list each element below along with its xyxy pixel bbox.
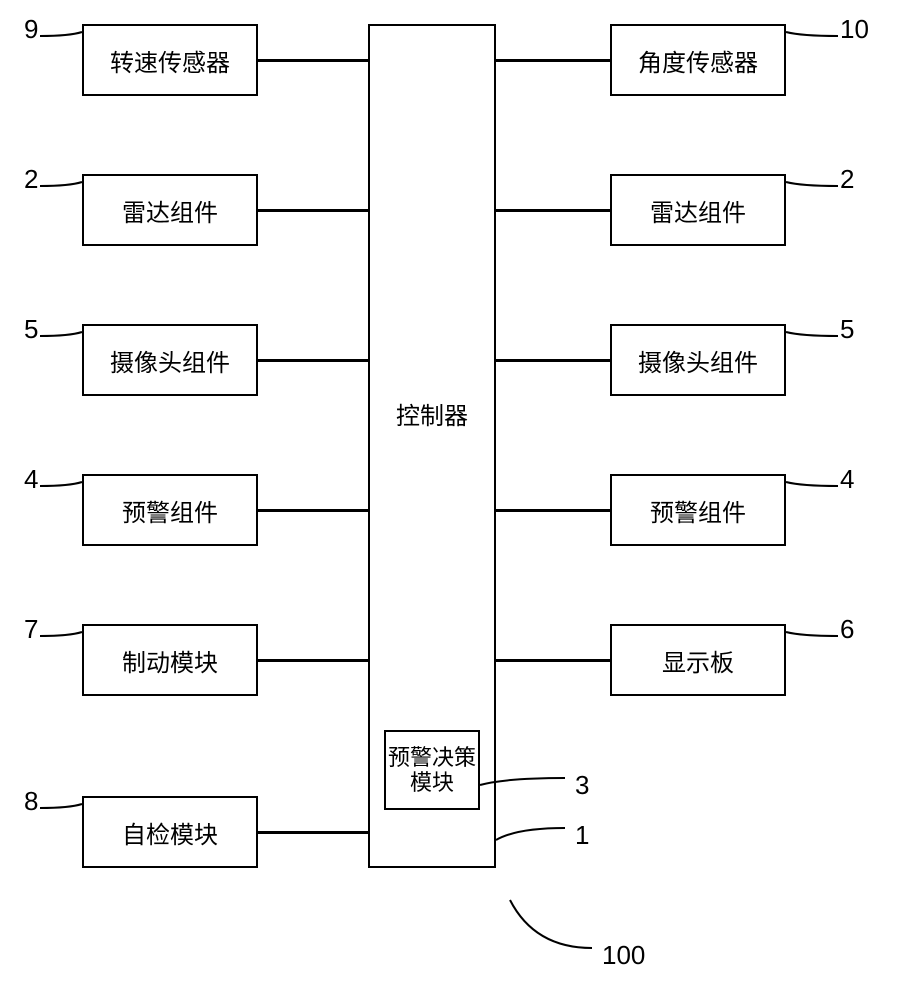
box-l2: 雷达组件 bbox=[82, 174, 258, 246]
ref-label-10: 10 bbox=[840, 14, 869, 45]
diagram-canvas: 控制器预警决策模块转速传感器9雷达组件2摄像头组件5预警组件4制动模块7自检模块… bbox=[0, 0, 903, 1000]
box-l5-label: 摄像头组件 bbox=[110, 343, 230, 378]
decision-module-box: 预警决策模块 bbox=[384, 730, 480, 810]
ref-label-4: 4 bbox=[840, 464, 854, 495]
box-r2: 雷达组件 bbox=[610, 174, 786, 246]
leader-line bbox=[782, 28, 842, 40]
box-l7: 制动模块 bbox=[82, 624, 258, 696]
connector bbox=[258, 659, 368, 662]
box-l8-label: 自检模块 bbox=[122, 815, 218, 850]
connector bbox=[258, 59, 368, 62]
box-r10-label: 角度传感器 bbox=[638, 43, 758, 78]
ref-label-3: 3 bbox=[575, 770, 589, 801]
connector bbox=[496, 59, 610, 62]
box-l2-label: 雷达组件 bbox=[122, 193, 218, 228]
leader-line bbox=[782, 478, 842, 490]
leader-line bbox=[506, 896, 596, 952]
box-r2-label: 雷达组件 bbox=[650, 193, 746, 228]
box-r4-label: 预警组件 bbox=[650, 493, 746, 528]
connector bbox=[496, 659, 610, 662]
box-l9: 转速传感器 bbox=[82, 24, 258, 96]
controller-label: 控制器 bbox=[370, 396, 494, 431]
connector bbox=[496, 209, 610, 212]
ref-label-6: 6 bbox=[840, 614, 854, 645]
leader-line bbox=[492, 824, 569, 844]
box-l4-label: 预警组件 bbox=[122, 493, 218, 528]
ref-label-100: 100 bbox=[602, 940, 645, 971]
leader-line bbox=[476, 774, 569, 789]
decision-module-box-label: 预警决策模块 bbox=[386, 745, 478, 796]
box-r5-label: 摄像头组件 bbox=[638, 343, 758, 378]
box-r10: 角度传感器 bbox=[610, 24, 786, 96]
box-l7-label: 制动模块 bbox=[122, 643, 218, 678]
box-r5: 摄像头组件 bbox=[610, 324, 786, 396]
box-r4: 预警组件 bbox=[610, 474, 786, 546]
box-l4: 预警组件 bbox=[82, 474, 258, 546]
box-r6: 显示板 bbox=[610, 624, 786, 696]
ref-label-1: 1 bbox=[575, 820, 589, 851]
ref-label-2: 2 bbox=[840, 164, 854, 195]
leader-line bbox=[36, 628, 86, 640]
leader-line bbox=[36, 328, 86, 340]
connector bbox=[258, 359, 368, 362]
connector bbox=[496, 359, 610, 362]
connector bbox=[258, 509, 368, 512]
box-l8: 自检模块 bbox=[82, 796, 258, 868]
leader-line bbox=[36, 178, 86, 190]
leader-line bbox=[782, 328, 842, 340]
leader-line bbox=[782, 178, 842, 190]
leader-line bbox=[36, 478, 86, 490]
leader-line bbox=[36, 800, 86, 812]
connector bbox=[496, 509, 610, 512]
connector bbox=[258, 209, 368, 212]
box-l5: 摄像头组件 bbox=[82, 324, 258, 396]
ref-label-5: 5 bbox=[840, 314, 854, 345]
box-l9-label: 转速传感器 bbox=[110, 43, 230, 78]
leader-line bbox=[36, 28, 86, 40]
box-r6-label: 显示板 bbox=[662, 643, 734, 678]
connector bbox=[258, 831, 368, 834]
leader-line bbox=[782, 628, 842, 640]
